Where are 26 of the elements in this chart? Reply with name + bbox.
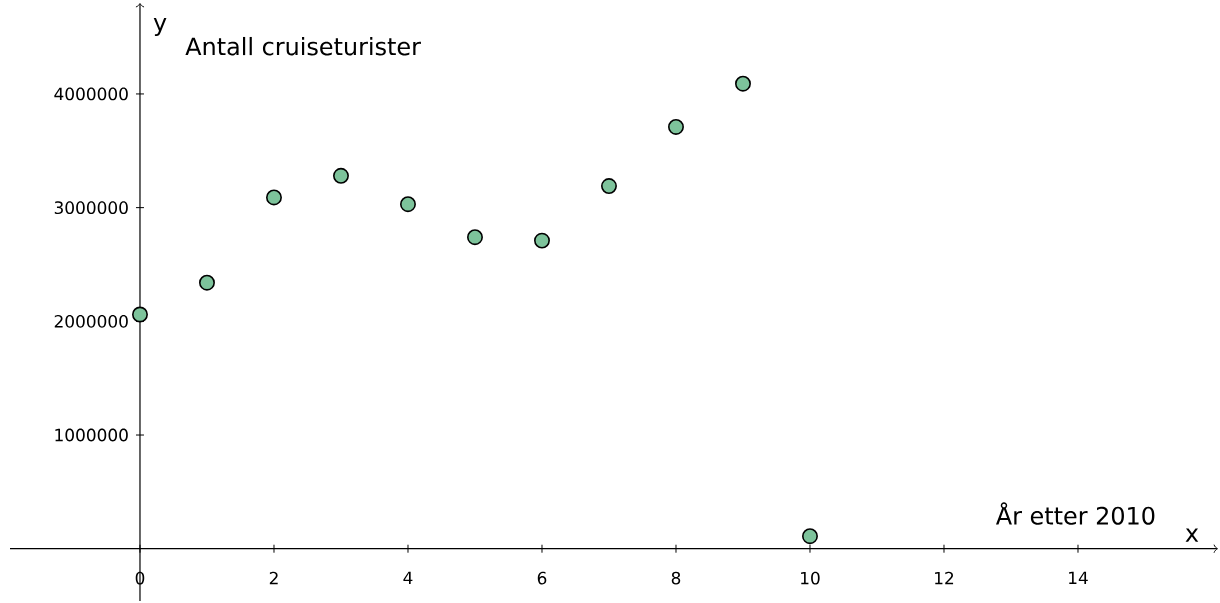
y-tick-label: 1000000: [55, 428, 128, 442]
point: [132, 306, 148, 323]
point: [199, 274, 215, 291]
x-tick-label: 10: [801, 571, 820, 585]
y-tick-label: 2000000: [54, 314, 128, 328]
x-tick-label: 14: [1069, 571, 1088, 585]
point: [534, 232, 550, 249]
x-tick-label: 4: [403, 571, 413, 585]
x-tick-label: 8: [671, 571, 681, 585]
x-tick-label: 6: [537, 571, 547, 585]
x-tick-label: 2: [269, 571, 278, 585]
y-tick-label: 4000000: [54, 87, 128, 101]
point: [601, 178, 617, 194]
point: [802, 528, 818, 545]
annotation: x: [1185, 528, 1199, 542]
y-tick-label: 3000000: [54, 201, 128, 215]
point: [467, 229, 483, 246]
point: [400, 196, 416, 213]
annotation: y: [153, 18, 167, 37]
point: [735, 75, 751, 92]
y-axis-title: Antall cruiseturister: [185, 36, 421, 56]
point: [333, 167, 349, 184]
x-axis-title: År etter 2010: [995, 502, 1155, 525]
point: [668, 118, 684, 135]
x-tick-label: 12: [935, 571, 954, 585]
point: [266, 189, 282, 206]
